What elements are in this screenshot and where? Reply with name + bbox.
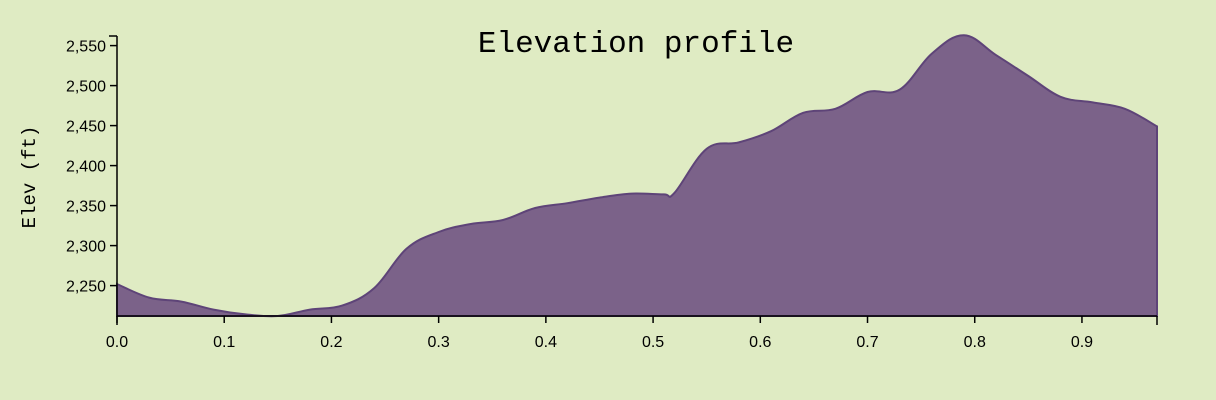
y-axis-label: Elev (ft) xyxy=(19,126,41,229)
x-tick-label: 0.5 xyxy=(642,334,664,351)
x-axis: 0.0 0.1 0.2 0.3 0.4 0.5 0.6 0.7 0.8 0.9 xyxy=(106,315,1158,351)
y-tick-label: 2,550 xyxy=(66,39,106,56)
y-axis: 2,250 2,300 2,350 2,400 2,450 2,500 2,550 xyxy=(66,35,118,316)
y-tick-label: 2,400 xyxy=(66,159,106,176)
x-tick-label: 0.2 xyxy=(320,334,342,351)
y-tick-label: 2,250 xyxy=(66,279,106,296)
y-tick-label: 2,300 xyxy=(66,239,106,256)
x-tick-label: 0.9 xyxy=(1071,334,1093,351)
y-tick-label: 2,450 xyxy=(66,119,106,136)
y-tick-label: 2,500 xyxy=(66,79,106,96)
x-tick-label: 0.3 xyxy=(428,334,450,351)
x-tick-label: 0.4 xyxy=(535,334,557,351)
x-tick-label: 0.1 xyxy=(213,334,235,351)
x-tick-label: 0.7 xyxy=(856,334,878,351)
elevation-area xyxy=(116,34,1158,318)
chart-title: Elevation profile xyxy=(478,27,794,62)
x-tick-label: 0.8 xyxy=(964,334,986,351)
x-tick-label: 0.0 xyxy=(106,334,128,351)
y-tick-label: 2,350 xyxy=(66,199,106,216)
x-tick-label: 0.6 xyxy=(749,334,771,351)
